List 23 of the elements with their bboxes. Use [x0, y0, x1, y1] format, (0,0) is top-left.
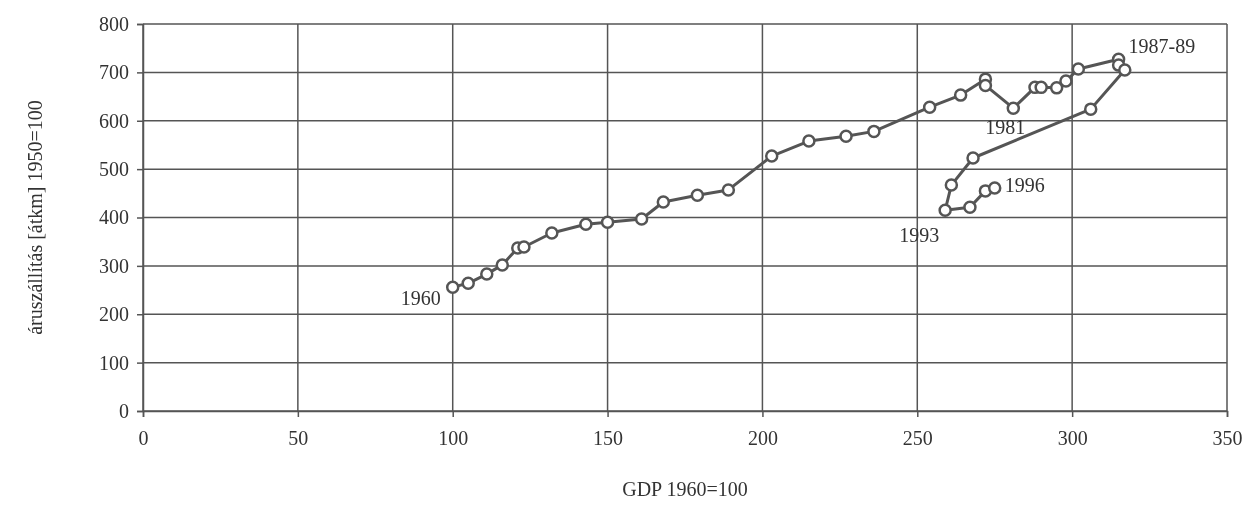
y-tick-label: 400	[99, 206, 129, 229]
y-tick-label: 200	[99, 303, 129, 326]
x-tick-label: 100	[438, 427, 469, 450]
annotation: 1981	[985, 116, 1026, 139]
y-tick-label: 300	[99, 254, 129, 277]
annotation: 1960	[400, 287, 441, 310]
x-tick-label: 0	[138, 427, 149, 450]
x-tick-label: 250	[902, 427, 933, 450]
x-tick-label: 150	[593, 427, 624, 450]
y-tick-label: 500	[99, 158, 129, 181]
y-tick-label: 600	[99, 109, 129, 132]
y-tick-label: 100	[99, 351, 129, 374]
x-tick-label: 300	[1057, 427, 1088, 450]
y-tick-label: 700	[99, 61, 129, 84]
annotation: 1987-89	[1128, 35, 1196, 58]
x-axis-title: GDP 1960=100	[622, 478, 748, 500]
y-axis-title: áruszállítás [átkm] 1950=100	[24, 100, 46, 335]
y-tick-label: 0	[119, 399, 129, 422]
y-tick-label: 800	[99, 12, 129, 35]
x-tick-label: 200	[747, 427, 778, 450]
x-tick-label: 50	[288, 427, 309, 450]
annotation: 1996	[1004, 173, 1045, 196]
x-tick-label: 350	[1212, 427, 1243, 450]
